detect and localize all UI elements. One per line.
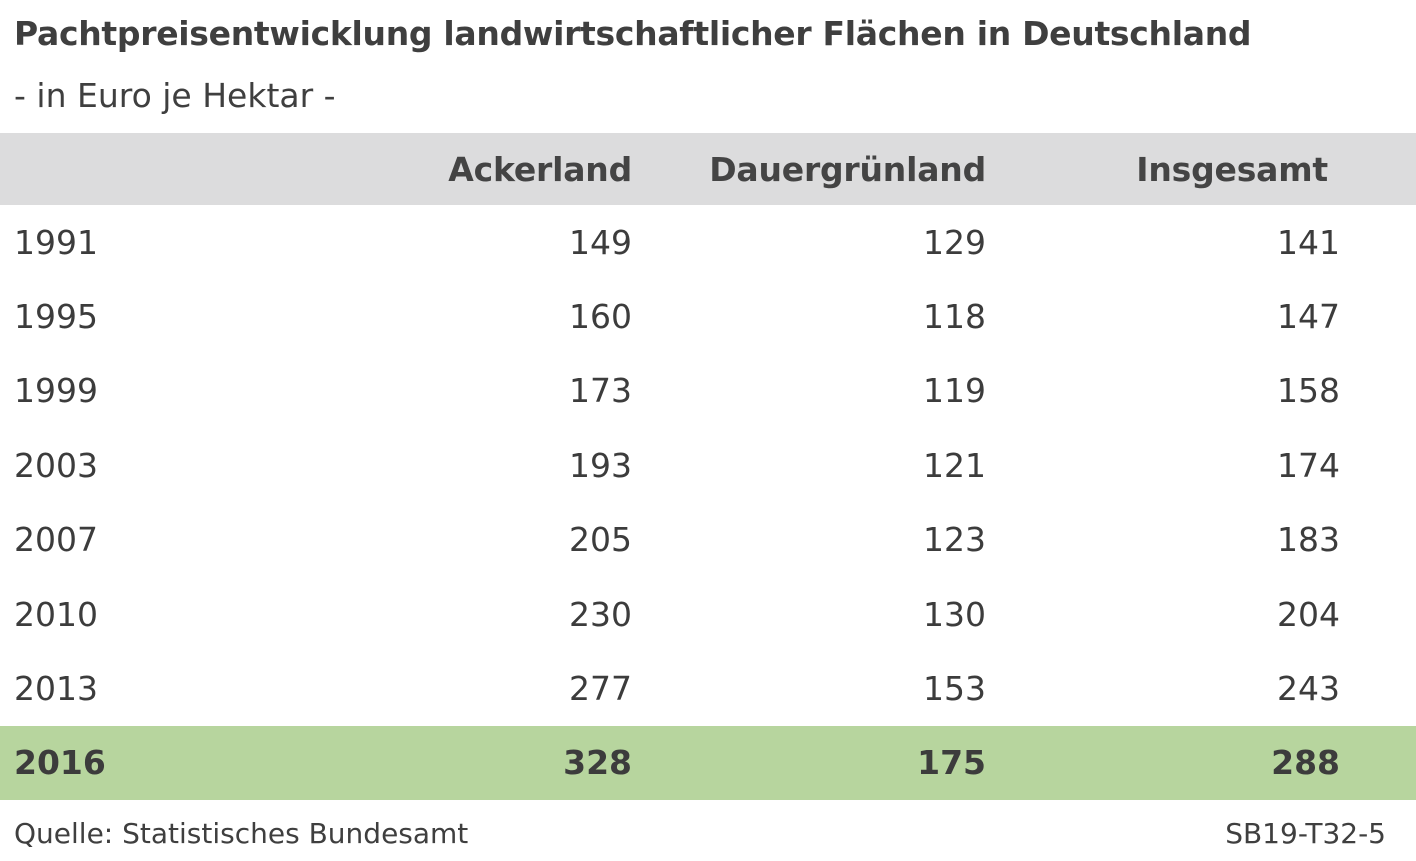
table-header-row: Ackerland Dauergrünland Insgesamt	[0, 133, 1416, 205]
insgesamt-cell: 204	[1277, 594, 1340, 634]
year-cell: 2013	[14, 669, 98, 709]
year-cell: 2010	[14, 594, 98, 634]
insgesamt-cell: 243	[1277, 669, 1340, 709]
year-cell: 2003	[14, 445, 98, 485]
ackerland-cell: 230	[569, 594, 632, 634]
year-cell: 2007	[14, 520, 98, 560]
dauergruenland-cell: 121	[923, 445, 986, 485]
table-row: 1995 160 118 147	[0, 279, 1416, 353]
ackerland-cell: 149	[569, 222, 632, 262]
year-cell: 1995	[14, 297, 98, 337]
table-row: 1999 173 119 158	[0, 354, 1416, 428]
ackerland-cell: 277	[569, 669, 632, 709]
ackerland-cell: 328	[563, 743, 632, 783]
dauergruenland-cell: 119	[923, 371, 986, 411]
chart-subtitle: - in Euro je Hektar -	[14, 76, 336, 115]
header-cell-ackerland: Ackerland	[448, 149, 632, 189]
dauergruenland-cell: 153	[923, 669, 986, 709]
year-cell: 1999	[14, 371, 98, 411]
insgesamt-cell: 174	[1277, 445, 1340, 485]
year-cell: 2016	[14, 743, 106, 783]
insgesamt-cell: 183	[1277, 520, 1340, 560]
dauergruenland-cell: 118	[923, 297, 986, 337]
dauergruenland-cell: 129	[923, 222, 986, 262]
ackerland-cell: 205	[569, 520, 632, 560]
table-row: 2013 277 153 243	[0, 651, 1416, 725]
insgesamt-cell: 147	[1277, 297, 1340, 337]
insgesamt-cell: 141	[1277, 222, 1340, 262]
insgesamt-cell: 158	[1277, 371, 1340, 411]
insgesamt-cell: 288	[1271, 743, 1340, 783]
dauergruenland-cell: 123	[923, 520, 986, 560]
data-table: Ackerland Dauergrünland Insgesamt 1991 1…	[0, 133, 1416, 801]
table-row: 2010 230 130 204	[0, 577, 1416, 651]
chart-title: Pachtpreisentwicklung landwirtschaftlich…	[14, 14, 1252, 53]
source-note: Quelle: Statistisches Bundesamt	[14, 817, 469, 850]
dauergruenland-cell: 175	[917, 743, 986, 783]
ackerland-cell: 160	[569, 297, 632, 337]
ackerland-cell: 193	[569, 445, 632, 485]
table-row: 2003 193 121 174	[0, 428, 1416, 502]
chart-code: SB19-T32-5	[1225, 817, 1386, 850]
table-row: 1991 149 129 141	[0, 205, 1416, 279]
ackerland-cell: 173	[569, 371, 632, 411]
header-cell-dauergruenland: Dauergrünland	[709, 149, 986, 189]
dauergruenland-cell: 130	[923, 594, 986, 634]
table-row: 2007 205 123 183	[0, 503, 1416, 577]
table-row-highlighted: 2016 328 175 288	[0, 725, 1416, 801]
year-cell: 1991	[14, 222, 98, 262]
header-cell-insgesamt: Insgesamt	[1136, 149, 1328, 189]
